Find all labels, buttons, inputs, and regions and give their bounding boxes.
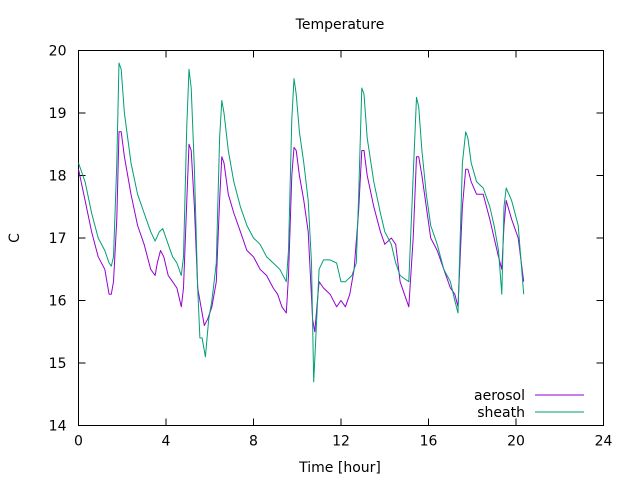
plot-frame [78,50,604,426]
x-axis-label: Time [hour] [298,460,381,476]
x-tick-label: 8 [249,434,258,450]
y-tick-label: 14 [49,419,67,435]
y-tick-label: 16 [49,294,67,310]
y-axis-label: C [7,233,23,243]
x-tick-label: 20 [507,434,525,450]
y-tick-label: 20 [49,44,67,60]
y-tick-label: 18 [49,169,67,185]
x-tick-label: 24 [595,434,613,450]
legend-label-sheath: sheath [477,405,525,421]
series-group [78,62,525,383]
chart-title: Temperature [295,17,385,33]
x-tick-label: 12 [332,434,350,450]
y-axis: 14 15 16 17 18 19 20 [49,44,604,435]
y-tick-label: 15 [49,356,67,372]
y-tick-label: 17 [49,231,67,247]
x-axis: 0 4 8 12 16 20 24 [74,50,613,450]
series-line-sheath [78,62,525,383]
x-tick-label: 4 [162,434,171,450]
x-tick-label: 0 [74,434,83,450]
series-line-aerosol [78,131,525,333]
x-tick-label: 16 [420,434,438,450]
y-tick-label: 19 [49,106,67,122]
legend-label-aerosol: aerosol [474,388,525,404]
